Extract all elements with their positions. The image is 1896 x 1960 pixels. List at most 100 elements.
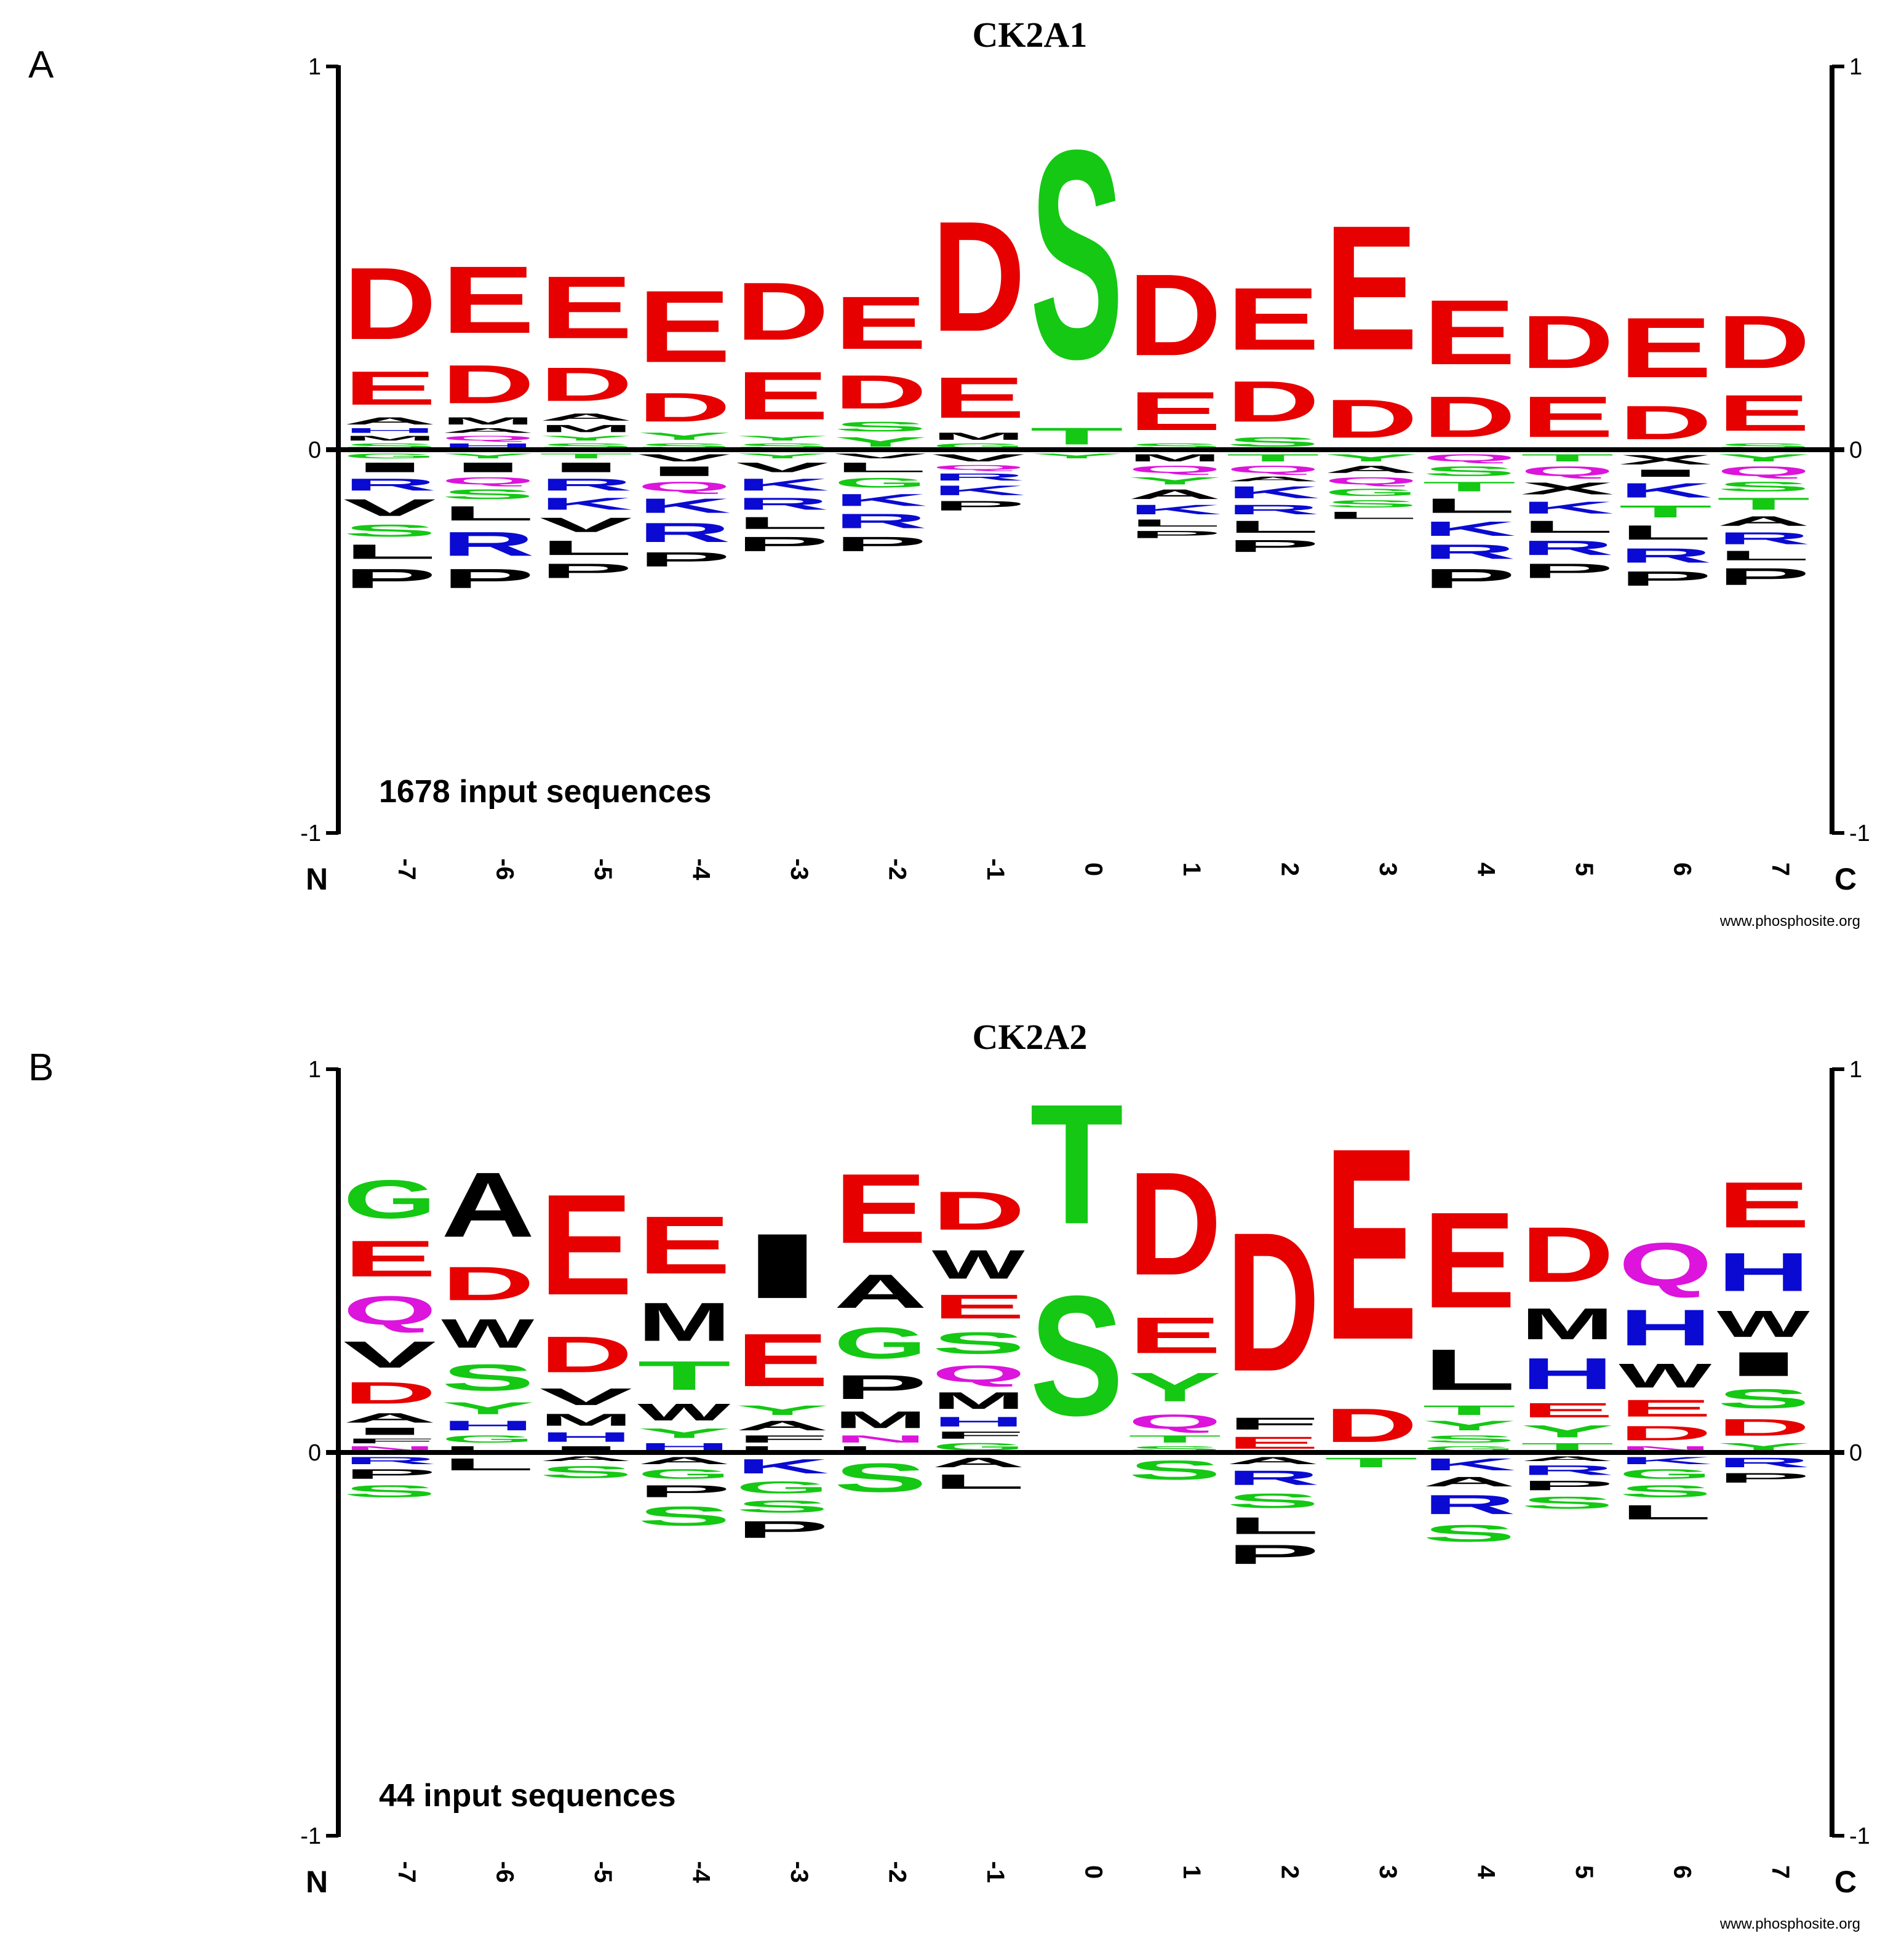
logo-letter-pos-i: I <box>343 1425 437 1437</box>
logo-letter-pos-h: H <box>1717 1242 1810 1303</box>
logo-letter-pos-i: I <box>1717 1345 1810 1383</box>
panel-a: A CK2A1 SMHAEDGIRVSLPHQAMDEYIQSLRPSYMADE… <box>28 15 1870 930</box>
logo-letter-neg-t: T <box>1619 502 1712 521</box>
logo-letter-neg-p: P <box>1521 1478 1614 1493</box>
logo-letter-neg-s: S <box>637 1500 731 1531</box>
logo-letter-pos-y: Y <box>637 1425 731 1441</box>
position-label: 5 <box>1571 1865 1598 1879</box>
y-tick-label-top-right: 1 <box>1849 1057 1862 1083</box>
logo-letter-pos-e: E <box>1717 1168 1810 1241</box>
logo-letter-neg-q: Q <box>1128 464 1222 476</box>
logo-letter-neg-k: K <box>1619 479 1712 502</box>
logo-letter-neg-v: V <box>932 452 1025 464</box>
logo-letter-neg-q: Q <box>932 464 1026 471</box>
logo-letter-neg-g: G <box>1619 1467 1712 1482</box>
logo-letter-neg-r: R <box>1717 1455 1810 1470</box>
logo-letter-neg-r: R <box>1619 544 1712 567</box>
y-tick-label-zero: 0 <box>308 437 321 463</box>
logo-letter-pos-h: H <box>932 1414 1026 1430</box>
logo-letter-neg-q: Q <box>1324 475 1418 487</box>
logo-letter-neg-k: K <box>736 1455 829 1478</box>
logo-letter-neg-s: S <box>1619 1482 1712 1501</box>
logo-columns: NFIADVQEGRPSLGHYSWDALIHMVDEASHYWTMEAGPSL… <box>343 1068 1810 1569</box>
position-label: -6 <box>491 1861 518 1883</box>
position-label: 1 <box>1178 1865 1205 1879</box>
logo-letter-pos-d: D <box>932 188 1026 364</box>
logo-letter-neg-i: I <box>540 460 633 475</box>
logo-letter-neg-t: T <box>540 452 633 460</box>
position-label: -2 <box>883 1861 910 1883</box>
logo-letter-neg-p: P <box>736 1516 829 1543</box>
logo-letter-pos-f: F <box>932 1430 1026 1441</box>
logo-letter-neg-a: A <box>1226 475 1320 482</box>
logo-letter-neg-l: L <box>1717 548 1810 564</box>
logo-letter-pos-s: S <box>1226 434 1320 450</box>
logo-letter-pos-m: M <box>932 431 1026 442</box>
logo-letter-pos-v: V <box>343 1334 436 1376</box>
logo-letter-neg-s: S <box>1128 1455 1222 1486</box>
logo-letter-neg-r: R <box>637 517 731 548</box>
y-tick-label-bottom: -1 <box>300 821 321 847</box>
logo-letter-neg-a: A <box>932 1455 1026 1470</box>
logo-letter-pos-m: M <box>834 1406 927 1433</box>
logo-letter-pos-a: A <box>540 412 633 423</box>
position-label: -7 <box>393 1861 420 1883</box>
logo-letter-neg-k: K <box>736 475 829 494</box>
logo-letter-pos-t: T <box>1422 1403 1516 1418</box>
logo-letter-pos-w: W <box>637 1399 730 1425</box>
logo-letter-neg-l: L <box>1521 517 1614 536</box>
logo-letter-pos-d: D <box>1422 384 1516 449</box>
logo-letter-pos-d: D <box>343 247 437 361</box>
logo-letter-neg-a: A <box>1521 1455 1614 1462</box>
logo-letter-neg-p: P <box>1226 536 1320 556</box>
logo-letter-pos-a: A <box>343 415 437 427</box>
logo-letter-pos-e: E <box>1324 1091 1418 1396</box>
logo-letter-pos-d: D <box>1128 1141 1222 1306</box>
logo-letter-neg-t: T <box>1324 1455 1418 1470</box>
logo-letter-neg-r: R <box>736 494 829 513</box>
logo-letter-neg-r: R <box>1422 540 1516 563</box>
logo-letter-neg-l: L <box>1226 517 1320 536</box>
logo-letter-pos-e: E <box>1619 1395 1712 1422</box>
logo-letter-neg-y: Y <box>736 452 829 460</box>
logo-letter-pos-q: Q <box>1619 1230 1712 1299</box>
logo-letter-neg-k: K <box>1521 498 1614 517</box>
logo-letter-pos-m: M <box>637 1291 731 1352</box>
logo-letter-pos-s: S <box>1030 89 1123 421</box>
logo-letter-neg-g: G <box>1324 487 1418 498</box>
logo-letter-neg-a: A <box>637 1455 731 1467</box>
logo-letter-neg-s: S <box>1324 498 1418 510</box>
logo-letter-pos-d: D <box>343 1376 437 1411</box>
panel-letter: A <box>28 44 54 86</box>
y-tick-label-top-right: 1 <box>1849 54 1862 80</box>
logo-letter-pos-m: M <box>1521 1299 1614 1349</box>
logo-letter-pos-e: E <box>540 258 633 357</box>
logo-letter-pos-d: D <box>1226 368 1320 434</box>
logo-letter-pos-m: M <box>540 1410 633 1429</box>
logo-letter-neg-p: P <box>1717 1470 1810 1486</box>
c-terminus-label: C <box>1834 1865 1857 1899</box>
logo-letter-pos-e: E <box>932 1288 1026 1326</box>
logo-letter-neg-t: T <box>1226 452 1320 464</box>
source-credit: www.phosphosite.org <box>1719 913 1860 930</box>
input-count-label: 1678 input sequences <box>379 774 711 810</box>
logo-letter-neg-a: A <box>1324 464 1418 476</box>
logo-letter-neg-l: L <box>343 540 437 563</box>
logo-letter-pos-t: T <box>1030 423 1123 450</box>
c-terminus-label: C <box>1834 862 1857 896</box>
position-label: -1 <box>982 1861 1009 1883</box>
logo-letter-neg-q: Q <box>637 479 731 495</box>
logo-letter-neg-v: V <box>834 452 926 460</box>
logo-letter-pos-e: E <box>343 1230 437 1288</box>
logo-letter-pos-s: S <box>834 419 927 434</box>
logo-letter-pos-d: D <box>1521 300 1614 384</box>
position-label: 4 <box>1472 862 1499 877</box>
